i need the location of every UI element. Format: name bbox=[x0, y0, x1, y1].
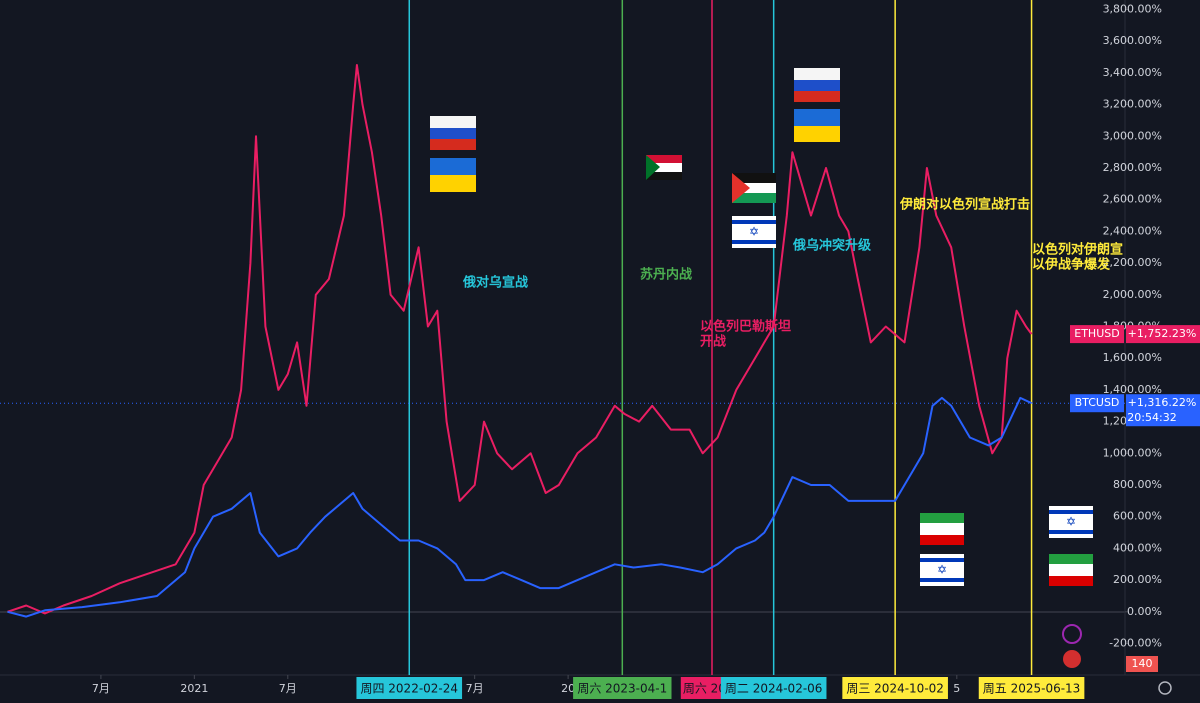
event-annotation: 开战 bbox=[700, 334, 726, 350]
event-annotation: 伊朗对以色列宣战打击 bbox=[899, 197, 1030, 213]
volume-box bbox=[1126, 656, 1158, 672]
event-date-box bbox=[573, 677, 672, 699]
event-annotation: 苏丹内战 bbox=[640, 267, 692, 283]
event-date: 周五 2025-06-13 bbox=[983, 682, 1081, 696]
series-name-box bbox=[1070, 325, 1124, 344]
y-tick-label: 1,000.00% bbox=[1103, 446, 1162, 459]
series-name-box bbox=[1070, 394, 1124, 413]
series-name: BTCUSD bbox=[1075, 396, 1120, 409]
y-tick-label: 400.00% bbox=[1113, 541, 1162, 554]
series-line bbox=[7, 396, 1033, 618]
flags: ✡ ✡ ✡ bbox=[430, 68, 1172, 695]
y-tick-label: 800.00% bbox=[1113, 478, 1162, 491]
x-tick-label: 7月 bbox=[92, 682, 110, 695]
svg-text:✡: ✡ bbox=[749, 225, 759, 239]
y-tick-label: 200.00% bbox=[1113, 573, 1162, 586]
y-tick-label: 3,000.00% bbox=[1103, 129, 1162, 142]
y-tick-label: 3,400.00% bbox=[1103, 66, 1162, 79]
y-tick-label: 3,800.00% bbox=[1103, 3, 1162, 16]
event-date-box bbox=[720, 677, 827, 699]
event-date: 周二 2024-02-06 bbox=[725, 682, 823, 696]
series-line bbox=[7, 64, 1033, 615]
y-tick-label: 3,600.00% bbox=[1103, 34, 1162, 47]
y-tick-label: 2,400.00% bbox=[1103, 224, 1162, 237]
event-annotation: 俄乌冲突升级 bbox=[792, 238, 872, 254]
event-date: 周四 2022-02-24 bbox=[360, 682, 458, 696]
series-name: ETHUSD bbox=[1074, 327, 1119, 340]
x-tick-label: 5 bbox=[953, 682, 960, 695]
x-tick-label: 7月 bbox=[279, 682, 297, 695]
event-date: 周六 2023-04-1 bbox=[577, 682, 667, 696]
event-date-box bbox=[978, 677, 1085, 699]
y-tick-label: 2,200.00% bbox=[1103, 256, 1162, 269]
y-tick-label: 1,400.00% bbox=[1103, 383, 1162, 396]
x-tick-label: 7月 bbox=[466, 682, 484, 695]
event-annotation: 以色列巴勒斯坦 bbox=[700, 319, 791, 335]
y-tick-label: 2,800.00% bbox=[1103, 161, 1162, 174]
x-tick-label: 2021 bbox=[180, 682, 208, 695]
y-tick-label: 0.00% bbox=[1127, 605, 1162, 618]
event-date-box bbox=[356, 677, 463, 699]
y-tick-label: 2,000.00% bbox=[1103, 288, 1162, 301]
y-tick-label: 1,600.00% bbox=[1103, 351, 1162, 364]
y-tick-label: 600.00% bbox=[1113, 510, 1162, 523]
event-date: 周三 2024-10-02 bbox=[846, 682, 944, 696]
value-label-box bbox=[1126, 394, 1200, 427]
volume-label: 140 bbox=[1132, 657, 1153, 670]
value-label: +1,752.23% bbox=[1128, 327, 1197, 340]
countdown: 20:54:32 bbox=[1127, 411, 1176, 424]
event-annotation: 俄对乌宣战 bbox=[462, 275, 528, 291]
event-date-box bbox=[842, 677, 948, 699]
event-annotation: 以伊战争爆发 bbox=[1032, 257, 1111, 273]
value-label: +1,316.22% bbox=[1128, 396, 1197, 409]
svg-text:✡: ✡ bbox=[937, 563, 947, 577]
y-tick-label: 3,200.00% bbox=[1103, 98, 1162, 111]
svg-text:✡: ✡ bbox=[1066, 515, 1076, 529]
y-tick-label: -200.00% bbox=[1109, 637, 1162, 650]
x-tick-label: 20 bbox=[561, 682, 575, 695]
event-annotation: 以色列对伊朗宣 bbox=[1032, 242, 1123, 258]
value-label-box bbox=[1126, 325, 1200, 344]
y-tick-label: 2,600.00% bbox=[1103, 193, 1162, 206]
